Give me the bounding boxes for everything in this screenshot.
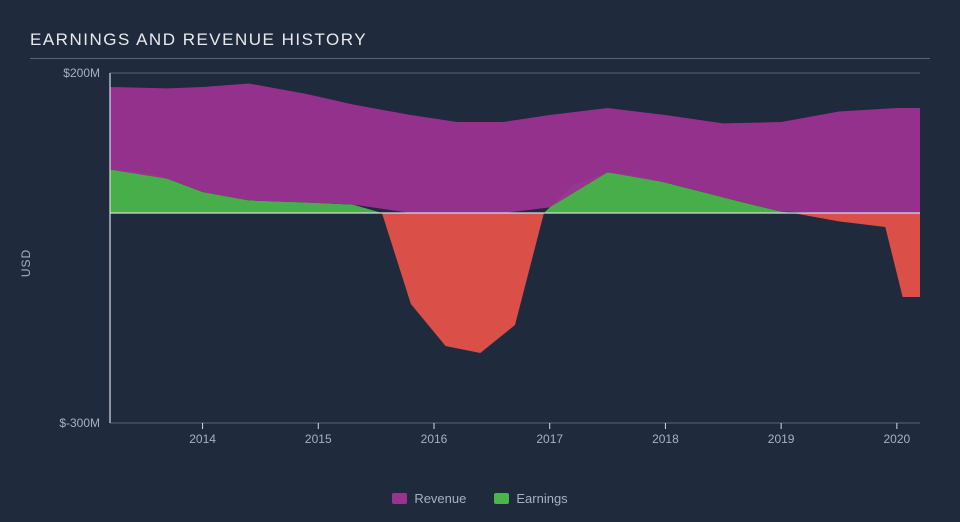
chart-title: EARNINGS AND REVENUE HISTORY: [30, 30, 930, 50]
legend-swatch-earnings: [494, 493, 509, 504]
svg-text:$200M: $200M: [63, 66, 100, 80]
legend-label-revenue: Revenue: [414, 491, 466, 506]
chart-svg: $200M $-300M 2014 2015 2016 2017 2018 2019 2020: [30, 63, 930, 463]
legend-swatch-revenue: [392, 493, 407, 504]
svg-text:2019: 2019: [768, 432, 795, 446]
chart-container: EARNINGS AND REVENUE HISTORY USD $200M$-…: [0, 0, 960, 522]
legend: Revenue Earnings: [0, 491, 960, 506]
legend-label-earnings: Earnings: [516, 491, 567, 506]
plot-area: USD $200M$-300M2014201520162017201820192…: [30, 63, 930, 463]
svg-text:2015: 2015: [305, 432, 332, 446]
svg-text:2018: 2018: [652, 432, 679, 446]
svg-text:2014: 2014: [189, 432, 216, 446]
legend-item-revenue: Revenue: [392, 491, 466, 506]
svg-text:2017: 2017: [536, 432, 563, 446]
svg-text:2020: 2020: [884, 432, 911, 446]
legend-item-earnings: Earnings: [494, 491, 567, 506]
svg-text:$-300M: $-300M: [59, 416, 100, 430]
title-rule: [30, 58, 930, 59]
svg-text:2016: 2016: [421, 432, 448, 446]
